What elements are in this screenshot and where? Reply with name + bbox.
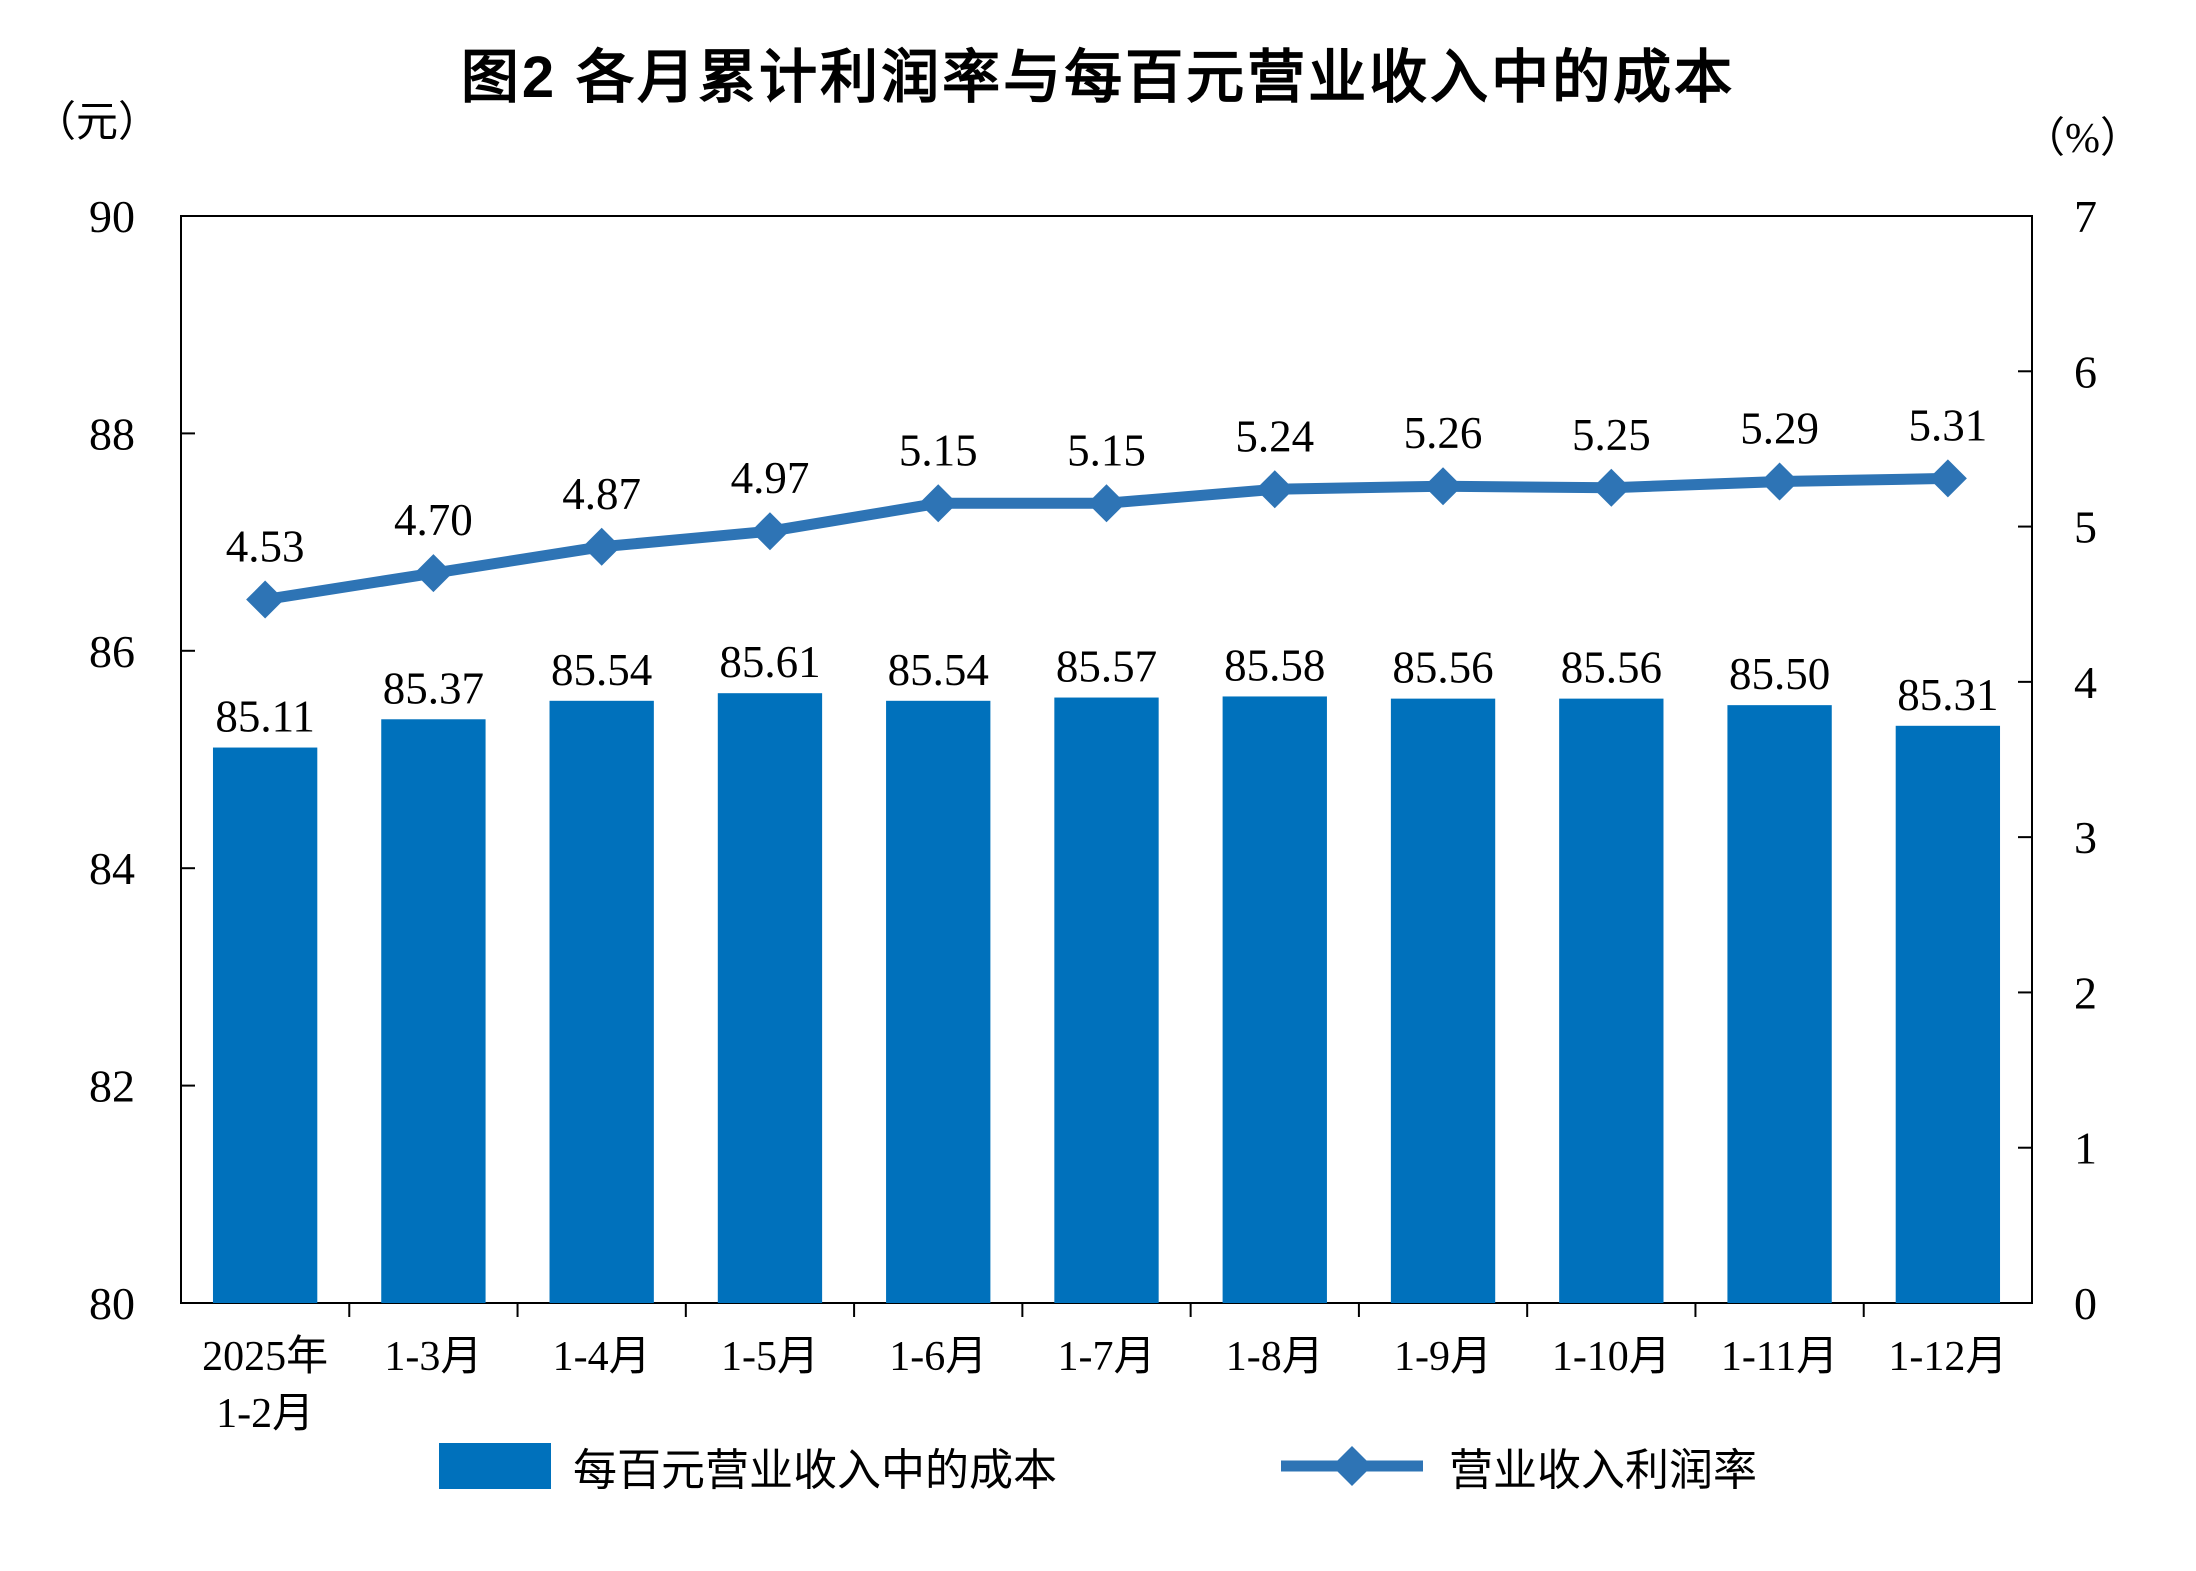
x-category-label: 1-6月 xyxy=(889,1334,987,1380)
bar-value-label: 85.37 xyxy=(383,663,484,713)
legend-label-cost: 每百元营业收入中的成本 xyxy=(573,1446,1057,1495)
line-value-label: 5.24 xyxy=(1235,411,1314,461)
line-value-label: 4.97 xyxy=(731,453,810,503)
right-axis-tick-label: 3 xyxy=(2074,812,2097,863)
right-axis-tick-label: 0 xyxy=(2074,1278,2097,1329)
left-axis-tick-label: 82 xyxy=(89,1061,135,1112)
bar-value-label: 85.56 xyxy=(1392,643,1493,693)
right-axis-tick-label: 1 xyxy=(2074,1123,2097,1174)
line-marker-icon xyxy=(1087,484,1126,523)
bar xyxy=(381,719,486,1303)
x-category-label: 1-5月 xyxy=(721,1334,819,1380)
line-marker-icon xyxy=(750,512,789,551)
bar xyxy=(1390,698,1496,1303)
line-value-label: 5.15 xyxy=(1067,425,1146,475)
bar-value-label: 85.61 xyxy=(719,637,820,687)
bar-value-label: 85.58 xyxy=(1224,640,1325,690)
left-axis-tick-label: 90 xyxy=(89,191,135,242)
x-category-label: 1-3月 xyxy=(384,1334,482,1380)
line-marker-icon xyxy=(246,580,285,619)
legend-label-profit-margin: 营业收入利润率 xyxy=(1449,1446,1757,1495)
x-category-label: 1-7月 xyxy=(1058,1334,1156,1380)
x-category-label: 1-8月 xyxy=(1226,1334,1324,1380)
line-marker-icon xyxy=(414,554,453,593)
right-axis-tick-label: 6 xyxy=(2074,346,2097,397)
bar xyxy=(1727,705,1832,1303)
bar xyxy=(1222,696,1327,1303)
x-category-label: 1-11月 xyxy=(1721,1334,1838,1380)
bar-value-label: 85.57 xyxy=(1056,642,1157,692)
line-value-label: 4.53 xyxy=(226,522,305,572)
left-axis-tick-label: 88 xyxy=(89,408,135,459)
bar xyxy=(549,700,654,1303)
legend-item-profit-margin: 营业收入利润率 xyxy=(1277,1434,1757,1498)
legend: 每百元营业收入中的成本 营业收入利润率 xyxy=(0,1434,2196,1498)
bar xyxy=(886,700,991,1303)
line-marker-icon xyxy=(919,484,958,523)
line-value-label: 5.15 xyxy=(899,425,978,475)
bar-value-label: 85.11 xyxy=(215,692,315,742)
bar xyxy=(1559,698,1664,1303)
right-axis-tick-label: 4 xyxy=(2074,657,2097,708)
x-category-label: 1-2月 xyxy=(216,1391,314,1437)
bar xyxy=(212,747,318,1303)
line-marker-icon xyxy=(1424,467,1463,506)
bar-value-label: 85.50 xyxy=(1729,649,1830,699)
x-category-label: 1-9月 xyxy=(1394,1334,1492,1380)
x-category-label: 1-10月 xyxy=(1552,1334,1671,1380)
legend-line-swatch-icon xyxy=(1277,1442,1427,1490)
right-axis-unit-label: （%） xyxy=(2023,116,2142,162)
bar xyxy=(1054,697,1159,1303)
bar-value-label: 85.54 xyxy=(551,645,652,695)
line-marker-icon xyxy=(1760,462,1799,501)
line-value-label: 5.25 xyxy=(1572,410,1651,460)
right-axis-tick-label: 7 xyxy=(2074,191,2097,242)
left-axis-tick-label: 80 xyxy=(89,1278,135,1329)
legend-bar-swatch-icon xyxy=(439,1443,551,1489)
line-marker-icon xyxy=(1928,459,1967,498)
line-value-label: 4.87 xyxy=(562,469,641,519)
bar-value-label: 85.54 xyxy=(888,645,989,695)
line-value-label: 4.70 xyxy=(394,495,473,545)
bar-value-label: 85.31 xyxy=(1897,670,1998,720)
line-marker-icon xyxy=(1592,468,1631,507)
chart-title: 图2 各月累计利润率与每百元营业收入中的成本 xyxy=(460,45,1736,110)
line-value-label: 5.29 xyxy=(1740,404,1819,454)
left-axis-tick-label: 86 xyxy=(89,626,135,677)
right-axis-tick-label: 2 xyxy=(2074,967,2097,1018)
x-category-label: 2025年 xyxy=(202,1333,328,1380)
x-category-label: 1-4月 xyxy=(553,1334,651,1380)
left-axis-tick-label: 84 xyxy=(89,843,135,894)
right-axis-tick-label: 5 xyxy=(2074,502,2097,553)
left-axis-unit-label: （元） xyxy=(34,100,161,146)
line-marker-icon xyxy=(1255,470,1294,509)
line-marker-icon xyxy=(582,527,621,566)
bar-value-label: 85.56 xyxy=(1561,643,1662,693)
line-value-label: 5.26 xyxy=(1404,408,1483,458)
bar xyxy=(717,693,823,1303)
x-category-label: 1-12月 xyxy=(1888,1334,2007,1380)
line-value-label: 5.31 xyxy=(1908,400,1987,450)
bar xyxy=(1895,725,2001,1303)
legend-item-cost: 每百元营业收入中的成本 xyxy=(439,1434,1057,1498)
